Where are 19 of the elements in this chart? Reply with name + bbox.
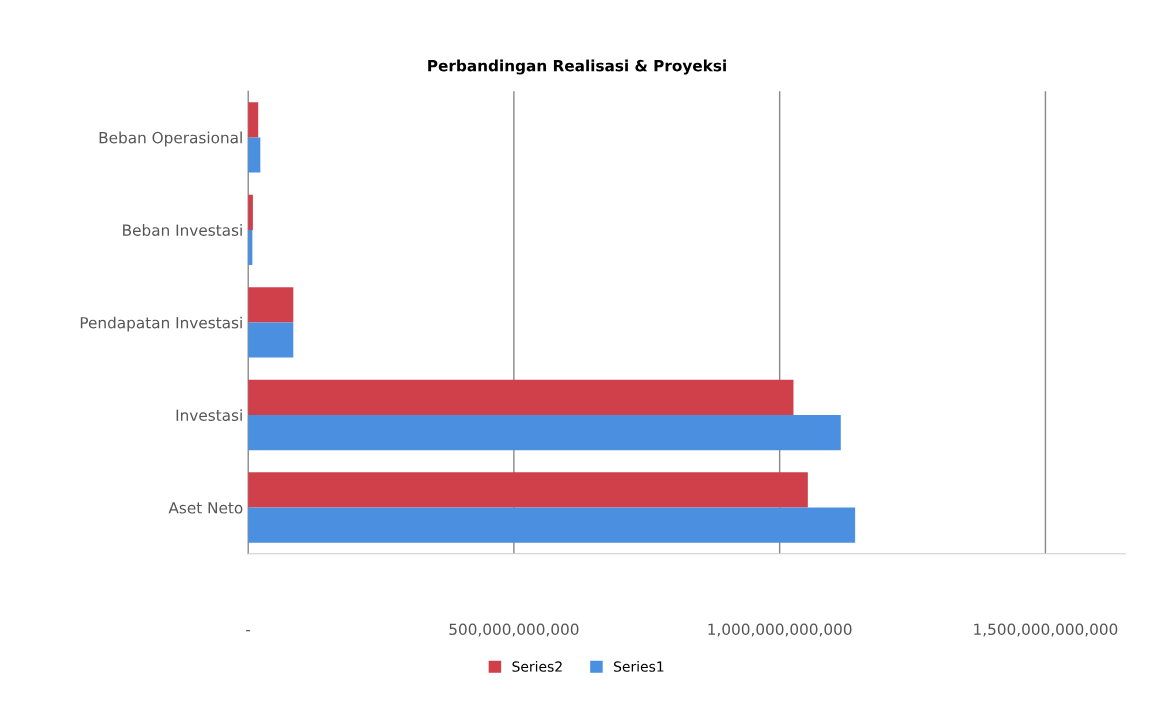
bar: [248, 414, 841, 451]
y-tick-label: Beban Operasional: [99, 131, 242, 147]
y-tick-label: Investasi: [176, 409, 242, 422]
x-tick-label: -: [246, 630, 251, 632]
legend-label: Series1: [614, 661, 664, 672]
bar: [248, 287, 294, 323]
bar: [248, 507, 856, 543]
y-tick-label: Pendapatan Investasi: [80, 316, 242, 332]
legend-label: Series2: [512, 661, 562, 672]
chart-title: Perbandingan Realisasi & Proyeksi: [428, 59, 726, 75]
y-tick-label: Aset Neto: [168, 502, 243, 514]
bar: [248, 472, 808, 508]
bar: [248, 379, 794, 415]
x-tick-label: 1,000,000,000,000: [708, 623, 852, 637]
x-tick-label: 500,000,000,000: [449, 623, 579, 637]
y-tick-label: Beban Investasi: [123, 224, 242, 236]
bar: [248, 322, 294, 358]
x-tick-label: 1,500,000,000,000: [974, 623, 1118, 637]
bar: [248, 137, 261, 173]
